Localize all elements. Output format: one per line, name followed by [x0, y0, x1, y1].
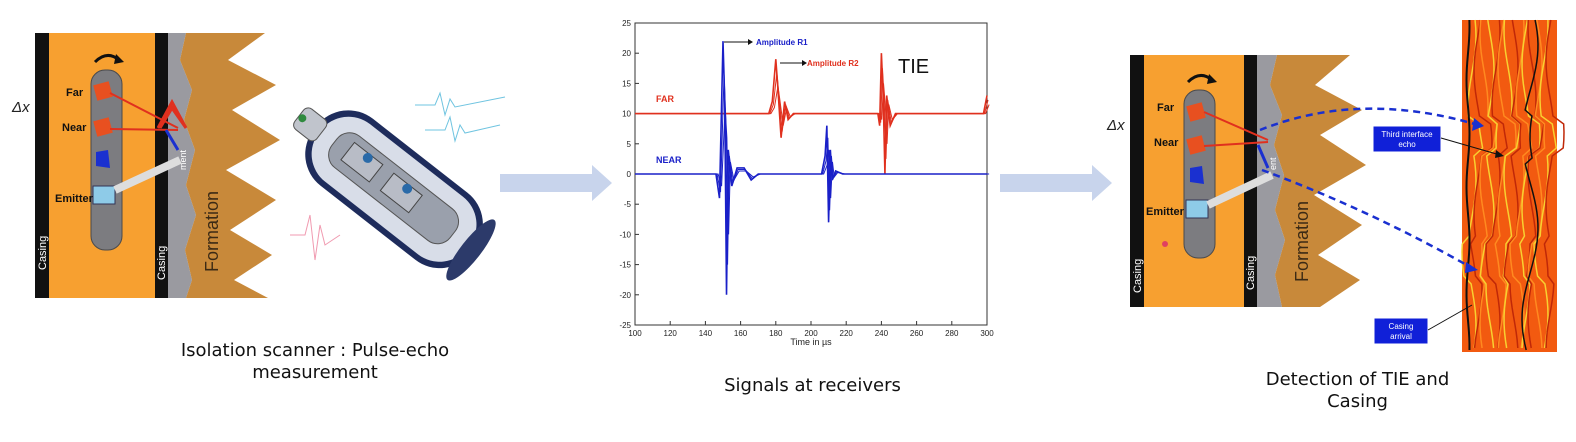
far-label-right: Far — [1157, 102, 1175, 114]
casing-label-left: Casing — [37, 236, 49, 270]
emitter-label: Emitter — [55, 193, 94, 205]
rotation-arrowhead-icon — [114, 54, 124, 64]
near-signal-trace — [635, 41, 987, 295]
emitter-block — [92, 185, 116, 205]
far-receiver — [93, 81, 113, 101]
y-tick-label: 25 — [622, 19, 631, 28]
y-tick-label: 5 — [627, 140, 632, 149]
amplitude-r1-label: Amplitude R1 — [756, 38, 808, 47]
x-axis-label: Time in µs — [790, 337, 832, 347]
x-tick-label: 220 — [840, 329, 854, 338]
far-series-label: FAR — [656, 94, 675, 104]
formation-zone — [180, 33, 280, 298]
far-signal-trace-echo — [637, 83, 990, 144]
emitter-label-right: Emitter — [1146, 206, 1185, 218]
casing-connector — [1261, 168, 1473, 270]
log-texture-line — [1479, 19, 1498, 349]
delta-x-label: Δx — [11, 99, 30, 116]
y-tick-label: -25 — [619, 321, 631, 330]
transducer-wedge — [96, 150, 110, 168]
flow-arrow-2 — [1000, 165, 1112, 201]
x-tick-label: 120 — [664, 329, 678, 338]
x-tick-label: 180 — [769, 329, 783, 338]
x-tick-label: 260 — [910, 329, 924, 338]
pulse-echo-schematic: Δx Casing Casing ment Formation Far Near… — [11, 33, 280, 298]
caption-left: Isolation scanner : Pulse-echo measureme… — [150, 340, 480, 384]
near-series-label: NEAR — [656, 155, 682, 165]
tool-illustration — [290, 91, 506, 281]
tie-label: TIE — [898, 56, 929, 78]
log-texture-line — [1485, 19, 1509, 349]
caption-right: Detection of TIE and Casing — [1240, 369, 1475, 413]
x-tick-label: 160 — [734, 329, 748, 338]
near-signal-trace-echo — [636, 74, 989, 265]
amplitude-r2-label: Amplitude R2 — [807, 59, 859, 68]
near-label: Near — [62, 122, 87, 134]
signal-chart: 100 120 140 160 180 200 220 240 260 280 3002520151… — [619, 19, 994, 347]
near-signal-trace-echo — [637, 107, 990, 235]
formation-label-right: Formation — [1292, 201, 1312, 282]
far-label: Far — [66, 87, 84, 99]
cement-layer — [168, 33, 196, 298]
x-tick-label: 240 — [875, 329, 889, 338]
near-receiver — [93, 117, 113, 137]
y-tick-label: 10 — [622, 110, 631, 119]
log-texture-line — [1461, 19, 1484, 349]
y-tick-label: -15 — [619, 261, 631, 270]
log-texture-line — [1543, 19, 1565, 349]
cement-label: ment — [178, 149, 188, 170]
casing-callout-line1: Casing — [1389, 322, 1414, 331]
log-texture-line — [1469, 19, 1493, 349]
casing-label-right-2: Casing — [1245, 256, 1257, 290]
x-tick-label: 280 — [945, 329, 959, 338]
emitter-block-right — [1185, 199, 1209, 219]
x-tick-label: 300 — [980, 329, 994, 338]
tie-callout-line2: echo — [1398, 140, 1416, 149]
delta-x-label-right: Δx — [1106, 117, 1125, 134]
log-texture — [1461, 19, 1565, 351]
y-tick-label: 20 — [622, 49, 631, 58]
near-receiver-right — [1186, 135, 1206, 155]
y-tick-label: -10 — [619, 230, 631, 239]
casing-left — [35, 33, 49, 298]
rotation-arrowhead-icon-right — [1207, 74, 1217, 84]
cement-label-right: ent — [1268, 157, 1278, 170]
casing-label-right-1: Casing — [1132, 259, 1144, 293]
caption-left-line2: measurement — [252, 362, 378, 383]
cement-layer-right — [1257, 55, 1285, 307]
tie-callout-line1: Third interface — [1381, 130, 1433, 139]
far-receiver-right — [1186, 102, 1206, 122]
x-tick-label: 140 — [699, 329, 713, 338]
y-tick-label: 0 — [627, 170, 632, 179]
casing-left-right — [1130, 55, 1144, 307]
caption-right-line2: Casing — [1327, 391, 1388, 412]
casing-callout-line2: arrival — [1390, 332, 1412, 341]
log-texture-line — [1502, 19, 1522, 349]
formation-label: Formation — [202, 191, 222, 272]
caption-right-line1: Detection of TIE and — [1265, 369, 1450, 390]
casing-callout-box — [1373, 317, 1429, 345]
caption-middle: Signals at receivers — [724, 375, 901, 396]
transducer-wedge-right — [1190, 166, 1204, 184]
y-tick-label: 15 — [622, 79, 631, 88]
near-label-right: Near — [1154, 137, 1179, 149]
log-texture-line — [1479, 19, 1498, 349]
tie-connector — [1259, 107, 1479, 132]
formation-zone-right — [1270, 55, 1366, 307]
x-tick-label: 100 — [628, 329, 642, 338]
caption-left-line1: Isolation scanner : Pulse-echo — [180, 340, 450, 361]
flow-arrow-1 — [500, 165, 612, 201]
casing-label-right: Casing — [156, 246, 168, 280]
tie-trace — [1521, 19, 1539, 351]
casing-arrival-trace — [1465, 19, 1471, 351]
detection-schematic: Δx Casing Casing ent Formation Far Near … — [1106, 19, 1565, 352]
y-tick-label: -5 — [624, 200, 632, 209]
tie-callout-box — [1372, 125, 1442, 153]
y-tick-label: -20 — [619, 291, 631, 300]
x-tick-label: 200 — [804, 329, 818, 338]
